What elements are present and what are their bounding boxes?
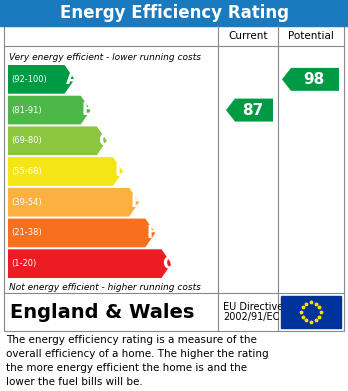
- Bar: [281, 296, 341, 328]
- Polygon shape: [8, 157, 123, 186]
- Text: (81-91): (81-91): [11, 106, 42, 115]
- Bar: [0, 0, 348, 26]
- Text: The energy efficiency rating is a measure of the
overall efficiency of a home. T: The energy efficiency rating is a measur…: [6, 335, 269, 387]
- Polygon shape: [226, 99, 273, 122]
- Text: Not energy efficient - higher running costs: Not energy efficient - higher running co…: [9, 283, 201, 292]
- Text: G: G: [163, 255, 176, 273]
- Text: B: B: [82, 101, 94, 119]
- Polygon shape: [8, 96, 91, 124]
- Bar: [4, 26, 344, 331]
- Text: F: F: [147, 224, 158, 242]
- Polygon shape: [8, 249, 172, 278]
- Text: Energy Efficiency Rating: Energy Efficiency Rating: [60, 4, 288, 22]
- Text: Very energy efficient - lower running costs: Very energy efficient - lower running co…: [9, 54, 201, 63]
- Polygon shape: [282, 68, 339, 91]
- Polygon shape: [8, 188, 139, 217]
- Text: E: E: [130, 193, 142, 211]
- Text: England & Wales: England & Wales: [10, 303, 195, 321]
- Text: (39-54): (39-54): [11, 198, 42, 207]
- Text: (55-68): (55-68): [11, 167, 42, 176]
- Text: A: A: [65, 70, 78, 88]
- Text: (69-80): (69-80): [11, 136, 42, 145]
- Text: C: C: [98, 132, 110, 150]
- Text: (1-20): (1-20): [11, 259, 36, 268]
- Polygon shape: [8, 126, 107, 155]
- Text: 87: 87: [242, 102, 263, 118]
- Text: Potential: Potential: [288, 31, 334, 41]
- Text: (92-100): (92-100): [11, 75, 47, 84]
- Text: 2002/91/EC: 2002/91/EC: [223, 312, 279, 322]
- Text: D: D: [114, 163, 128, 181]
- Text: 98: 98: [303, 72, 324, 87]
- Text: (21-38): (21-38): [11, 228, 42, 237]
- Polygon shape: [8, 65, 74, 94]
- Text: EU Directive: EU Directive: [223, 302, 283, 312]
- Text: Current: Current: [228, 31, 268, 41]
- Polygon shape: [8, 219, 155, 247]
